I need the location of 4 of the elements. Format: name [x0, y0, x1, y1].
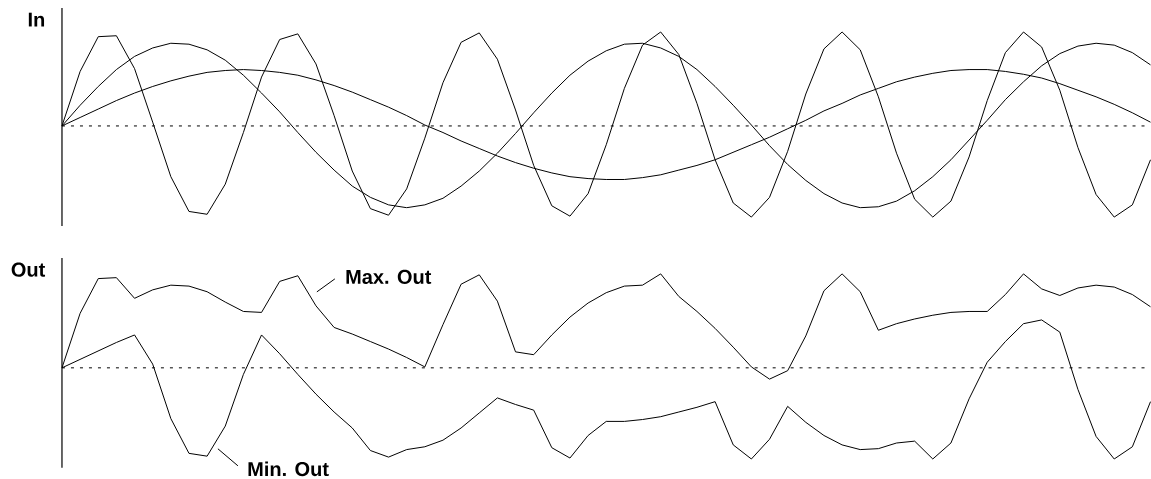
y-axis-title: In: [28, 12, 45, 27]
y-axis-title: Out: [11, 262, 46, 277]
legend-label: Max. Out: [346, 269, 432, 285]
legend-label: Min. Out: [248, 461, 329, 477]
